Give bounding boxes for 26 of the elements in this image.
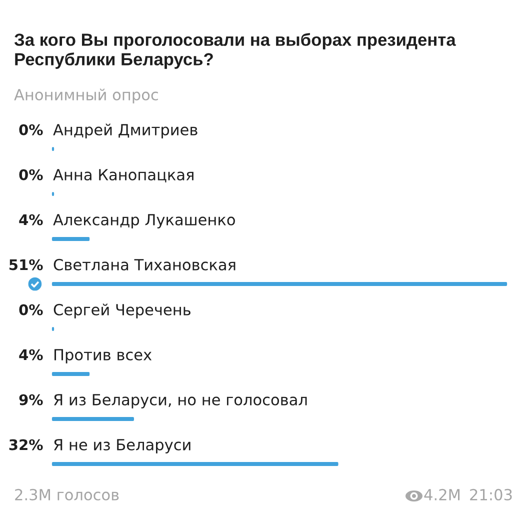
bar (52, 462, 338, 466)
y-tick-label: Анна Канопацкая (53, 169, 194, 182)
text: 4.2M (424, 488, 460, 500)
y-tick-label: Сергей Черечень (54, 304, 190, 318)
data-label: 9% (19, 394, 43, 406)
data-label: 4% (19, 349, 43, 360)
y-tick-label: Против всех (54, 349, 152, 364)
bar (52, 282, 508, 286)
data-label: 0% (19, 304, 43, 316)
y-tick-label: Светлана Тихановская (54, 258, 236, 270)
y-tick-label: Я не из Беларуси (54, 439, 190, 454)
y-tick-label: Александр Лукашенко (53, 214, 235, 228)
bar (52, 416, 134, 422)
data-label: 0% (19, 169, 43, 180)
data-label: 4% (19, 214, 43, 226)
chart-subtitle: Анонимный опрос (14, 88, 158, 104)
text: 21:03 (470, 488, 512, 500)
bar (52, 372, 90, 376)
data-label: 0% (19, 124, 43, 136)
bar (52, 236, 90, 242)
data-label: 32% (9, 439, 43, 450)
data-label: 51% (9, 259, 43, 270)
chart-title: За кого Вы проголосовали на выборах президента Республики Беларусь? (14, 33, 456, 69)
y-tick-label: Андрей Дмитриев (53, 124, 198, 138)
text: 2.3M голосов (15, 488, 119, 500)
y-tick-label: Я из Беларуси, но не голосовал (54, 394, 307, 408)
